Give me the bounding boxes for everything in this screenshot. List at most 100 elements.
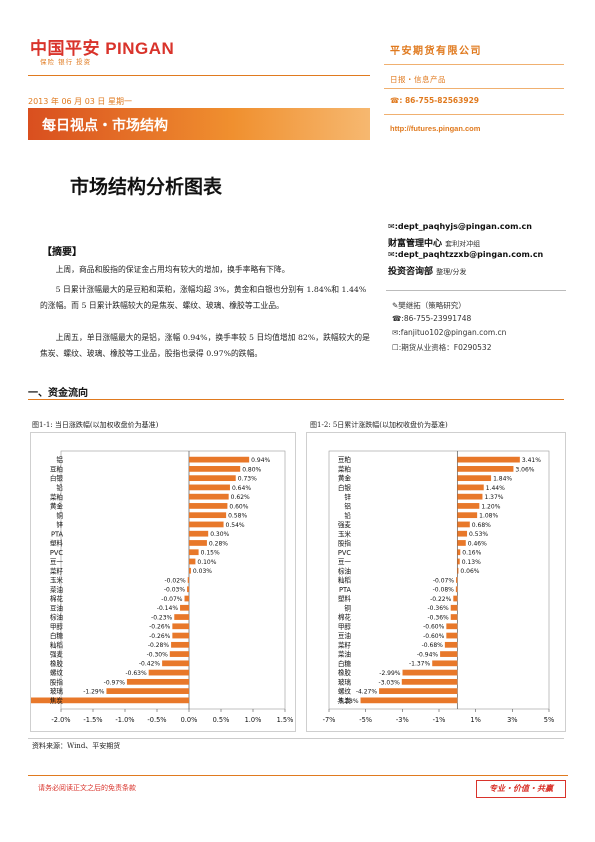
data-label: 0.30% [210,531,229,538]
category-label: 铝 [56,455,63,464]
company-phone: ☎: 86-755-82563929 [390,96,480,105]
bar-15 [184,595,189,602]
category-label: 菜籽 [338,640,352,649]
bar-21 [440,651,458,657]
bar-26 [23,697,189,704]
bar-23 [402,669,458,676]
category-label: 白银 [50,474,64,483]
bar-7 [189,521,224,528]
category-label: 股指 [338,539,352,548]
data-label: 0.58% [228,513,247,520]
data-label: -0.14% [157,605,179,612]
category-label: PVC [50,549,63,557]
data-label: 0.73% [238,476,257,483]
contact-dept-2-note: 整理/分发 [436,268,467,276]
bar-24 [401,678,458,685]
analyst-email[interactable]: ✉:fanjituo102@pingan.com.cn [392,328,507,337]
bar-8 [457,530,468,537]
section-heading: 一、资金流向 [28,388,88,399]
analyst-phone: ☎:86-755-23991748 [392,314,472,323]
category-label: 菜油 [50,585,64,594]
bar-3 [457,484,484,491]
logo-wordmark: 中国平安 PINGAN [30,39,175,58]
bar-6 [457,512,478,519]
category-label: 籼稻 [338,576,352,585]
logo-tagline: 保险 银行 投资 [40,58,92,66]
bar-19 [446,632,458,639]
data-label: 0.68% [472,522,491,529]
bar-13 [187,577,189,583]
data-label: 0.06% [460,568,479,575]
category-label: 棉花 [338,613,352,622]
bar-20 [171,641,189,648]
data-label: -0.30% [147,651,169,658]
category-label: 玻璃 [50,687,64,696]
report-date: 2013 年 06 月 03 日 星期一 [28,97,132,106]
category-label: 强麦 [50,650,64,659]
data-label: -0.26% [149,624,171,631]
chart-2-frame: 豆粕 3.41% 菜粕 3.06% 黄金 1.84% 白银 1.44% 锌 1.37% 铝 1.20%… [306,432,566,732]
chart-2-five-day-change: 豆粕 3.41% 菜粕 3.06% 黄金 1.84% 白银 1.44% 锌 1.37% 铝 1.20%… [323,450,554,724]
footer-slogan: 专业・价值・共赢 [476,780,566,798]
data-label: 1.37% [484,494,503,501]
data-label: -0.63% [125,670,147,677]
category-label: 铝 [344,502,351,511]
bar-4 [189,493,229,500]
bar-9 [189,540,207,546]
analyst-license: ☐:期货从业资格：F0290532 [392,343,492,352]
category-label: 焦炭 [50,696,64,705]
data-label: -0.07% [161,596,183,603]
bar-8 [189,530,209,537]
bar-22 [432,660,458,667]
contact-dept-1-name: 财富管理中心 [388,239,443,249]
header-divider [28,75,370,76]
category-label: 塑料 [338,594,352,603]
bar-18 [446,623,458,630]
bar-17 [450,614,458,620]
category-label: 锌 [56,520,63,529]
category-label: 玉米 [50,576,64,585]
category-label: 橡胶 [50,659,64,668]
bar-25 [106,688,189,694]
contact-dept-1-note: 套利对冲组 [445,240,481,248]
company-url-link[interactable]: http://futures.pingan.com [390,124,481,133]
bar-2 [189,475,236,482]
data-label: 0.28% [209,540,228,547]
bar-4 [457,493,483,500]
category-label: 菜油 [338,650,352,659]
bar-14 [455,586,458,593]
contact-dept-1: 财富管理中心 套利对冲组 [388,236,480,249]
category-label: 塑料 [50,539,64,548]
category-label: PTA [339,586,351,594]
category-label: 铜 [56,511,63,520]
category-label: 豆粕 [338,455,351,464]
bar-12 [457,567,459,574]
bar-3 [189,484,230,491]
data-label: 1.44% [486,485,505,492]
contact-email-2[interactable]: ✉:dept_paqhtzzxb@pingan.com.cn [388,250,544,259]
data-label: 0.15% [201,550,220,557]
data-label: -0.42% [139,661,161,668]
data-label: -3.03% [379,679,401,686]
page-title: 市场结构分析图表 [70,176,223,198]
summary-paragraph-2: 5 日累计涨幅最大的是豆粕和菜粕，涨幅均超 3%，黄金和白银也分别有 1.84%… [40,285,367,310]
data-label: 0.10% [197,559,216,566]
bar-25 [379,688,458,694]
category-label: 甲醇 [50,622,64,631]
data-label: -0.60% [423,633,445,640]
bar-16 [450,604,458,611]
bar-23 [148,669,189,676]
data-label: 0.80% [242,466,261,473]
x-tick-label: 0.5% [213,716,230,724]
x-tick-label: 1.5% [277,716,294,724]
bar-15 [453,595,458,602]
contact-email-1[interactable]: ✉:dept_paqhyjs@pingan.com.cn [388,222,532,231]
category-label: 铅 [344,511,351,520]
category-label: 焦炭 [338,696,352,705]
data-label: 0.13% [462,559,481,566]
data-label: 3.41% [522,457,541,464]
category-label: 菜粕 [338,464,351,473]
data-label: -0.08% [433,587,455,594]
company-name: 平安期货有限公司 [390,46,482,57]
bar-21 [169,651,189,657]
